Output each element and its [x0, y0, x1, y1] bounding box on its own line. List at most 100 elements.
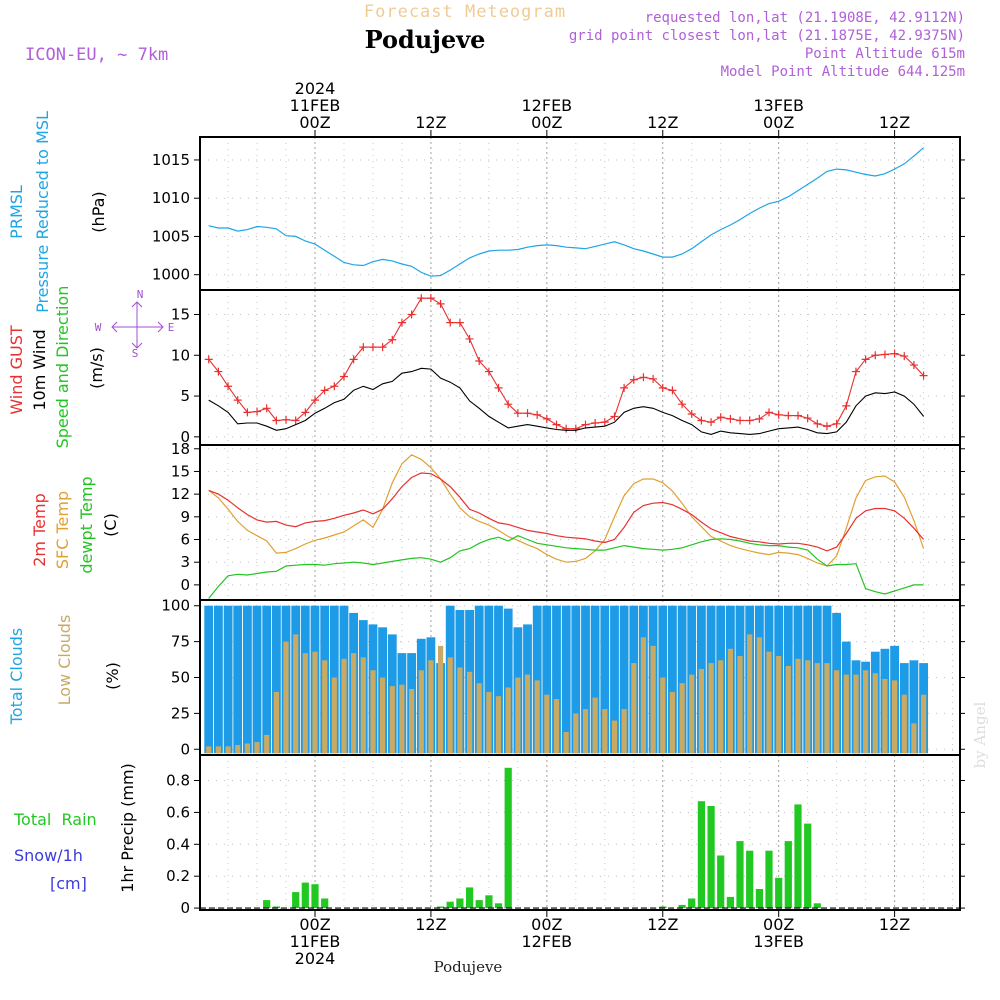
- wind-unit-label: (m/s): [87, 347, 106, 389]
- low-cloud-bar: [814, 663, 820, 754]
- low-cloud-bar: [901, 694, 907, 754]
- total-cloud-bar: [503, 608, 513, 754]
- low-cloud-bar: [331, 677, 337, 754]
- temperature-ytick-label: 3: [180, 553, 190, 571]
- rain-bar: [736, 841, 744, 909]
- low-cloud-bar: [447, 657, 453, 754]
- low-clouds-label: Low Clouds: [55, 615, 74, 706]
- gust-marker: [678, 400, 687, 409]
- temperature-ytick-label: 18: [171, 440, 190, 458]
- pressure-ytick-label: 1000: [152, 266, 190, 284]
- gust-marker: [388, 335, 397, 344]
- low-cloud-bar: [264, 734, 270, 754]
- rain-bar: [301, 882, 309, 909]
- time-label-top: 12Z: [647, 113, 678, 132]
- low-cloud-bar: [640, 637, 646, 754]
- wind-ytick-label: 15: [171, 305, 190, 323]
- gust-marker: [716, 413, 725, 422]
- low-cloud-bar: [409, 689, 415, 754]
- total-cloud-bar: [252, 605, 262, 754]
- low-cloud-bar: [515, 677, 521, 754]
- compass-east: E: [168, 321, 175, 334]
- precip-ytick-label: 0: [180, 899, 190, 917]
- precip-ytick-label: 0.8: [166, 772, 190, 790]
- gust-marker: [784, 411, 793, 420]
- gust-marker: [301, 408, 310, 417]
- wind-desc-label: Speed and Direction: [53, 286, 72, 449]
- rain-bar: [726, 896, 734, 909]
- low-cloud-bar: [805, 660, 811, 754]
- clouds-ytick-label: 100: [161, 597, 190, 615]
- gust-marker: [475, 356, 484, 365]
- total-cloud-bar: [610, 605, 619, 754]
- model-point-altitude: Model Point Altitude 644.125m: [721, 64, 965, 80]
- total-cloud-bar: [590, 605, 600, 754]
- gust-marker: [813, 419, 822, 428]
- gust-marker: [224, 382, 233, 391]
- gust-marker: [842, 401, 851, 410]
- gust-marker: [822, 422, 831, 431]
- gust-marker: [639, 373, 648, 382]
- gust-marker: [707, 418, 716, 427]
- rain-bar: [466, 887, 474, 909]
- low-cloud-bar: [206, 746, 212, 754]
- low-cloud-bar: [495, 696, 502, 754]
- low-cloud-bar: [486, 691, 492, 754]
- rain-bar: [804, 823, 812, 909]
- low-cloud-bar: [302, 653, 308, 754]
- precip-ytick-label: 0.4: [166, 835, 190, 853]
- low-cloud-bar: [244, 743, 250, 754]
- compass-north: N: [137, 288, 144, 301]
- rain-bar: [659, 906, 667, 909]
- low-cloud-bar: [660, 677, 666, 754]
- sfc-temp-line: [208, 454, 925, 567]
- gust-marker: [755, 414, 764, 423]
- gust-marker: [368, 343, 377, 352]
- gust-marker: [736, 416, 745, 425]
- rain-bar: [321, 898, 329, 909]
- time-label-top: 12FEB: [522, 96, 573, 115]
- low-cloud-bar: [438, 645, 444, 754]
- rain-bar: [746, 850, 754, 909]
- temp2m-label: 2m Temp: [30, 493, 49, 567]
- gust-marker: [668, 386, 677, 395]
- low-cloud-bar: [718, 660, 724, 754]
- total-cloud-bar: [474, 605, 484, 754]
- temp2m-line: [208, 472, 925, 552]
- low-cloud-bar: [225, 746, 231, 754]
- precip-labels: 1hr Precip (mm) Total Rain Snow/1h [cm]: [13, 763, 137, 893]
- temperature-background: [200, 445, 960, 600]
- low-cloud-bar: [467, 671, 473, 754]
- gust-marker: [262, 404, 271, 413]
- gust-marker: [320, 386, 329, 395]
- low-cloud-bar: [582, 709, 589, 754]
- clouds-ytick-label: 0: [180, 740, 190, 758]
- low-cloud-bar: [611, 720, 618, 754]
- gust-marker: [861, 355, 870, 364]
- gust-marker: [880, 350, 889, 359]
- grid-point-coords: grid point closest lon,lat (21.1875E, 42…: [569, 28, 965, 44]
- total-cloud-bar: [484, 605, 494, 754]
- low-cloud-bar: [795, 658, 801, 754]
- precip-ytick-label: 0.2: [166, 867, 190, 885]
- time-label-top: 13FEB: [753, 96, 804, 115]
- low-cloud-bar: [235, 745, 241, 754]
- low-cloud-bar: [776, 656, 782, 754]
- rain-bar: [485, 895, 493, 909]
- time-label-bottom: 13FEB: [753, 932, 804, 951]
- gust-marker: [243, 408, 252, 417]
- total-cloud-bar: [909, 660, 919, 754]
- time-label-bottom: 00Z: [299, 915, 330, 934]
- low-cloud-bar: [534, 680, 540, 754]
- low-cloud-bar: [457, 667, 463, 754]
- snow-unit-label: [cm]: [50, 874, 87, 893]
- total-cloud-bar: [214, 605, 223, 754]
- gust-marker: [803, 414, 812, 423]
- wind-panel: 0 5 10 15: [171, 290, 965, 446]
- gust-marker: [726, 414, 735, 423]
- low-cloud-bar: [843, 674, 849, 754]
- compass-rose: N S W E: [95, 288, 175, 360]
- compass-cross: [111, 301, 164, 349]
- total-cloud-bar: [243, 605, 252, 754]
